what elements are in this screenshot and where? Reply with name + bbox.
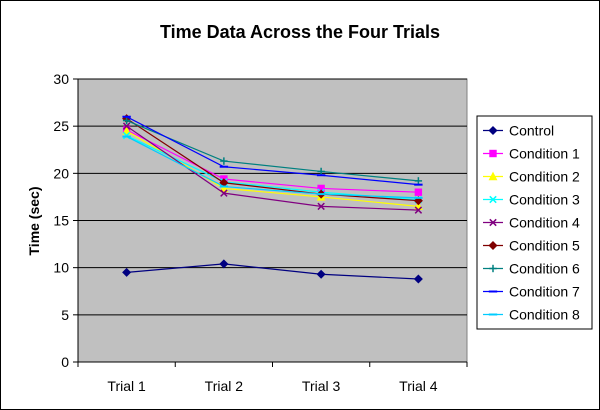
series-line: [126, 129, 419, 193]
series-6: [122, 116, 423, 185]
y-tick-label: 25: [53, 118, 69, 134]
x-tick-label: Trial 4: [399, 378, 438, 394]
data-point: [317, 167, 325, 176]
data-point: [122, 116, 131, 125]
y-tick-label: 20: [53, 165, 69, 181]
legend-label: Condition 8: [509, 307, 580, 323]
legend-marker: [489, 218, 497, 227]
data-point: [414, 188, 423, 196]
y-tick-label: 10: [53, 260, 69, 276]
legend-marker: [488, 240, 498, 251]
data-point: [414, 177, 423, 185]
data-point: [317, 202, 325, 211]
legend-marker: [488, 125, 498, 136]
y-tick-label: 5: [61, 307, 69, 323]
series-line: [126, 119, 419, 182]
marker-stroke: [489, 195, 497, 204]
x-tick-label: Trial 1: [107, 378, 146, 394]
data-point: [122, 122, 131, 130]
data-point: [219, 259, 229, 269]
series-8: [122, 135, 423, 199]
marker-stroke: [489, 218, 497, 227]
data-point: [413, 274, 423, 284]
series-7: [122, 115, 423, 186]
legend-label: Condition 6: [509, 261, 580, 277]
marker-stroke: [122, 122, 131, 130]
marker-stroke: [414, 206, 423, 214]
chart-title: Time Data Across the Four Trials: [160, 22, 440, 42]
data-point: [316, 269, 326, 279]
marker-stroke: [317, 202, 325, 211]
x-tick-label: Trial 2: [205, 378, 244, 394]
legend-item: Condition 3: [483, 192, 580, 208]
series-line: [126, 263, 419, 280]
legend-item: Condition 5: [483, 238, 580, 254]
y-tick-label: 0: [61, 354, 69, 370]
x-tick-label: Trial 3: [302, 378, 341, 394]
legend-label: Condition 1: [509, 146, 580, 162]
legend-item: Condition 7: [483, 284, 580, 300]
legend-label: Condition 5: [509, 238, 580, 254]
series-line: [126, 125, 419, 211]
legend-item: Control: [483, 123, 554, 139]
series-line: [126, 136, 419, 199]
plot-area: 0 5 10 15 20 25 30 Trial 1 Trial 2 Trial 3 Trial 4: [53, 71, 468, 394]
legend-marker: [489, 264, 497, 273]
legend-label: Condition 3: [509, 192, 580, 208]
legend-label: Condition 2: [509, 169, 580, 185]
legend: Control Condition 1 Condition 2 Condition 3…: [476, 115, 593, 330]
legend-item: Condition 1: [483, 146, 580, 162]
data-point: [219, 183, 229, 193]
data-point: [220, 189, 228, 197]
y-tick-label: 15: [53, 213, 69, 229]
legend-label: Control: [509, 123, 554, 139]
legend-label: Condition 4: [509, 215, 580, 231]
legend-label: Condition 7: [509, 284, 580, 300]
legend-item: Condition 8: [483, 307, 580, 323]
data-point: [220, 157, 228, 165]
series-line: [126, 118, 419, 202]
marker-stroke: [220, 189, 228, 197]
legend-marker: [489, 195, 497, 204]
series-0: [122, 259, 423, 284]
data-point: [414, 206, 423, 214]
series-4: [122, 122, 423, 214]
y-tick-label: 30: [53, 71, 69, 87]
legend-item: Condition 2: [483, 169, 580, 185]
legend-item: Condition 6: [483, 261, 580, 277]
y-axis-label: Time (sec): [26, 187, 42, 256]
series-line: [126, 116, 419, 186]
data-point: [122, 267, 132, 277]
legend-marker: [488, 171, 498, 181]
legend-item: Condition 4: [483, 215, 580, 231]
data-point: [122, 125, 132, 135]
legend-marker: [489, 149, 497, 158]
